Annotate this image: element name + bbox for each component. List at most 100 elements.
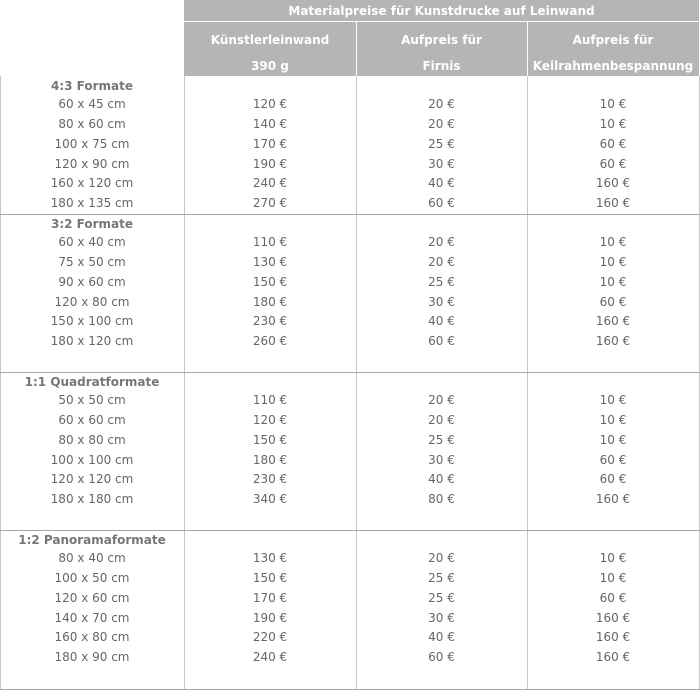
varnish-cell: 60 €: [428, 650, 455, 664]
size-cell: 160 x 120 cm: [50, 176, 134, 190]
stretcher-cell: 10 €: [599, 235, 627, 249]
column-header-line: 390 g: [251, 59, 289, 73]
size-cell: 180 x 90 cm: [54, 650, 130, 664]
varnish-cell: 25 €: [428, 571, 455, 585]
group-divider: [0, 372, 700, 373]
column-header-line: Keilrahmenbespannung: [532, 59, 694, 73]
size-cell: 80 x 40 cm: [58, 551, 126, 565]
price-cell: 120 €: [252, 413, 288, 427]
column-header-line: Firnis: [422, 59, 461, 73]
header-column-divider: [356, 22, 357, 76]
varnish-cell: 30 €: [428, 453, 455, 467]
varnish-cell: 20 €: [428, 413, 455, 427]
stretcher-cell: 60 €: [599, 453, 627, 467]
varnish-cell: 20 €: [428, 117, 455, 131]
size-cell: 180 x 135 cm: [50, 196, 134, 210]
column-header-line: Künstlerleinwand: [210, 33, 330, 47]
price-cell: 150 €: [252, 433, 288, 447]
grid-line-vertical: [356, 76, 357, 689]
size-cell: 120 x 120 cm: [50, 472, 134, 486]
size-cell: 100 x 75 cm: [54, 137, 130, 151]
grid-line-vertical: [184, 76, 185, 689]
varnish-cell: 25 €: [428, 591, 455, 605]
group-divider: [0, 530, 700, 531]
stretcher-cell: 10 €: [599, 275, 627, 289]
size-cell: 100 x 100 cm: [50, 453, 134, 467]
group-title: 4:3 Formate: [50, 79, 134, 93]
price-cell: 130 €: [252, 551, 288, 565]
price-cell: 240 €: [252, 650, 288, 664]
varnish-cell: 20 €: [428, 255, 455, 269]
stretcher-cell: 10 €: [599, 433, 627, 447]
price-cell: 110 €: [252, 235, 288, 249]
price-cell: 190 €: [252, 157, 288, 171]
price-cell: 240 €: [252, 176, 288, 190]
size-cell: 75 x 50 cm: [58, 255, 126, 269]
column-header-stretcher: Aufpreis für Keilrahmenbespannung: [527, 22, 699, 76]
price-cell: 340 €: [252, 492, 288, 506]
size-cell: 50 x 50 cm: [58, 393, 126, 407]
stretcher-cell: 10 €: [599, 97, 627, 111]
header-divider: [184, 21, 699, 22]
size-cell: 120 x 90 cm: [54, 157, 130, 171]
varnish-cell: 60 €: [428, 196, 455, 210]
stretcher-cell: 10 €: [599, 393, 627, 407]
group-divider: [0, 214, 700, 215]
varnish-cell: 60 €: [428, 334, 455, 348]
size-cell: 150 x 100 cm: [50, 314, 134, 328]
stretcher-cell: 60 €: [599, 137, 627, 151]
size-cell: 60 x 40 cm: [58, 235, 126, 249]
group-title: 1:1 Quadratformate: [24, 375, 160, 389]
price-cell: 170 €: [252, 591, 288, 605]
varnish-cell: 40 €: [428, 472, 455, 486]
stretcher-cell: 60 €: [599, 295, 627, 309]
size-cell: 120 x 60 cm: [54, 591, 130, 605]
price-cell: 170 €: [252, 137, 288, 151]
varnish-cell: 25 €: [428, 137, 455, 151]
price-cell: 140 €: [252, 117, 288, 131]
group-title: 1:2 Panoramaformate: [18, 533, 166, 547]
stretcher-cell: 60 €: [599, 472, 627, 486]
varnish-cell: 20 €: [428, 235, 455, 249]
price-cell: 270 €: [252, 196, 288, 210]
stretcher-cell: 160 €: [595, 196, 631, 210]
price-cell: 220 €: [252, 630, 288, 644]
price-cell: 190 €: [252, 611, 288, 625]
stretcher-cell: 10 €: [599, 551, 627, 565]
varnish-cell: 25 €: [428, 275, 455, 289]
varnish-cell: 20 €: [428, 393, 455, 407]
stretcher-cell: 10 €: [599, 255, 627, 269]
price-cell: 150 €: [252, 275, 288, 289]
stretcher-cell: 10 €: [599, 571, 627, 585]
price-cell: 150 €: [252, 571, 288, 585]
stretcher-cell: 160 €: [595, 630, 631, 644]
stretcher-cell: 160 €: [595, 492, 631, 506]
size-cell: 60 x 45 cm: [58, 97, 126, 111]
price-cell: 180 €: [252, 453, 288, 467]
price-cell: 260 €: [252, 334, 288, 348]
varnish-cell: 30 €: [428, 295, 455, 309]
price-cell: 230 €: [252, 472, 288, 486]
varnish-cell: 40 €: [428, 314, 455, 328]
stretcher-cell: 10 €: [599, 117, 627, 131]
stretcher-cell: 60 €: [599, 157, 627, 171]
size-cell: 120 x 80 cm: [54, 295, 130, 309]
varnish-cell: 40 €: [428, 176, 455, 190]
header-column-divider: [527, 22, 528, 76]
size-cell: 160 x 80 cm: [54, 630, 130, 644]
stretcher-cell: 160 €: [595, 611, 631, 625]
size-cell: 100 x 50 cm: [54, 571, 130, 585]
size-cell: 80 x 60 cm: [58, 117, 126, 131]
column-header-line: Aufpreis für: [572, 33, 654, 47]
column-header-varnish: Aufpreis für Firnis: [356, 22, 527, 76]
size-cell: 60 x 60 cm: [58, 413, 126, 427]
varnish-cell: 25 €: [428, 433, 455, 447]
varnish-cell: 80 €: [428, 492, 455, 506]
size-cell: 180 x 180 cm: [50, 492, 134, 506]
varnish-cell: 40 €: [428, 630, 455, 644]
size-cell: 140 x 70 cm: [54, 611, 130, 625]
price-cell: 230 €: [252, 314, 288, 328]
stretcher-cell: 10 €: [599, 413, 627, 427]
size-cell: 90 x 60 cm: [58, 275, 126, 289]
